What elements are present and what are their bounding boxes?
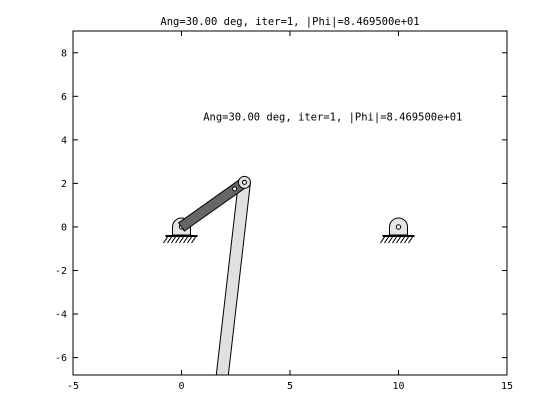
ground-hatch [191,236,196,244]
ground-hatch [388,236,393,244]
ground-hatch [171,236,176,244]
x-tick-label: 15 [501,381,513,392]
y-tick-label: 0 [61,222,67,233]
pivot-pin [395,224,402,230]
ground-hatch [380,236,385,244]
y-tick-label: -6 [55,353,67,364]
joint-pin-small [232,186,238,192]
ground-hatch [384,236,389,244]
x-tick-label: 5 [287,381,293,392]
y-tick-label: 4 [61,135,67,146]
axes-background [73,31,507,375]
plot-annotation: Ang=30.00 deg, iter=1, |Phi|=8.469500e+0… [203,111,462,123]
y-tick-label: -2 [55,266,67,277]
ground-hatch [408,236,413,244]
ground-hatch [167,236,172,244]
chart-title: Ang=30.00 deg, iter=1, |Phi|=8.469500e+0… [160,16,419,28]
x-tick-label: -5 [67,381,79,392]
ground-hatch [400,236,405,244]
axis-ticks: -5 0 5 10 15 -6 -4 -2 0 2 4 6 8 [55,31,513,392]
x-tick-label: 10 [392,381,404,392]
ground-hatch [187,236,192,244]
ground-hatch [183,236,188,244]
y-tick-label: -4 [55,310,67,321]
ground-hatch [404,236,409,244]
ground-hatch [392,236,397,244]
axes-frame [72,30,508,376]
ground-hatch [179,236,184,244]
ground-hatch [175,236,180,244]
ground-hatch [396,236,401,244]
mechanism [163,175,415,375]
y-tick-label: 6 [61,92,67,103]
joint-pin [241,179,247,185]
x-tick-label: 0 [178,381,184,392]
y-tick-label: 8 [61,48,67,59]
ground-support-O4 [380,217,415,244]
y-tick-label: 2 [61,179,67,190]
ground-hatch [163,236,168,244]
